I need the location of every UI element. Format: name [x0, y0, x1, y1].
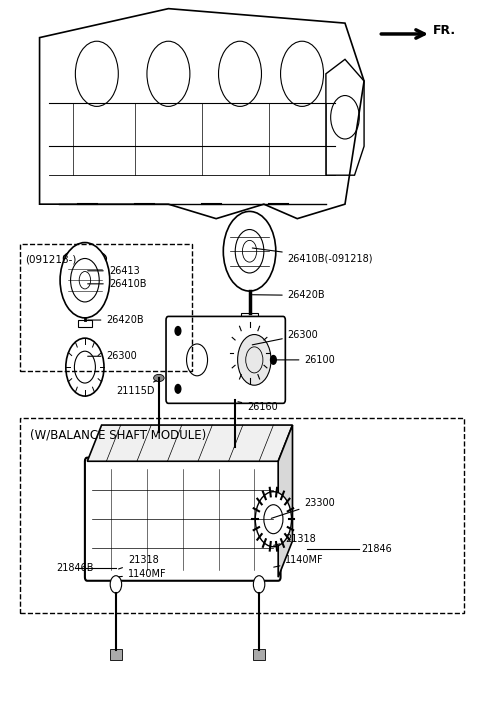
- Text: 1140MF: 1140MF: [119, 569, 167, 579]
- Text: 26300: 26300: [88, 351, 137, 361]
- Circle shape: [66, 338, 104, 396]
- Circle shape: [229, 322, 270, 383]
- Text: 21846: 21846: [362, 544, 393, 554]
- Text: 26100: 26100: [271, 355, 335, 365]
- Ellipse shape: [63, 249, 107, 268]
- Bar: [253, 648, 265, 660]
- Ellipse shape: [154, 374, 164, 382]
- FancyBboxPatch shape: [166, 316, 285, 403]
- Circle shape: [253, 576, 265, 593]
- Circle shape: [60, 243, 110, 318]
- Bar: [21, 418, 464, 614]
- Text: 26300: 26300: [252, 329, 318, 345]
- Bar: [241, 313, 258, 320]
- Text: 21846B: 21846B: [56, 563, 94, 573]
- Text: 26410B(-091218): 26410B(-091218): [252, 248, 373, 263]
- Text: 21318: 21318: [119, 555, 158, 569]
- Circle shape: [110, 576, 121, 593]
- Text: 1140MF: 1140MF: [274, 555, 324, 567]
- Bar: [110, 648, 121, 660]
- Circle shape: [255, 491, 291, 547]
- Text: 26420B: 26420B: [88, 315, 144, 325]
- Circle shape: [271, 356, 276, 364]
- Text: 26420B: 26420B: [252, 290, 325, 300]
- Circle shape: [175, 385, 181, 393]
- FancyBboxPatch shape: [85, 458, 281, 581]
- Bar: [229, 446, 241, 454]
- Circle shape: [223, 212, 276, 291]
- Text: (W/BALANCE SHAFT MODULE): (W/BALANCE SHAFT MODULE): [30, 429, 206, 442]
- Circle shape: [238, 334, 271, 385]
- Text: 26410B: 26410B: [88, 279, 146, 289]
- Text: 21115D: 21115D: [116, 381, 156, 396]
- Text: FR.: FR.: [433, 24, 456, 37]
- Polygon shape: [87, 425, 292, 461]
- Text: 26160: 26160: [238, 402, 278, 412]
- Text: 23300: 23300: [271, 497, 335, 518]
- Text: (091218-): (091218-): [25, 255, 77, 265]
- Bar: [78, 320, 92, 327]
- Text: 26413: 26413: [88, 266, 140, 276]
- Circle shape: [175, 326, 181, 335]
- Bar: [21, 244, 192, 371]
- Polygon shape: [278, 425, 292, 577]
- Text: 21318: 21318: [274, 534, 316, 545]
